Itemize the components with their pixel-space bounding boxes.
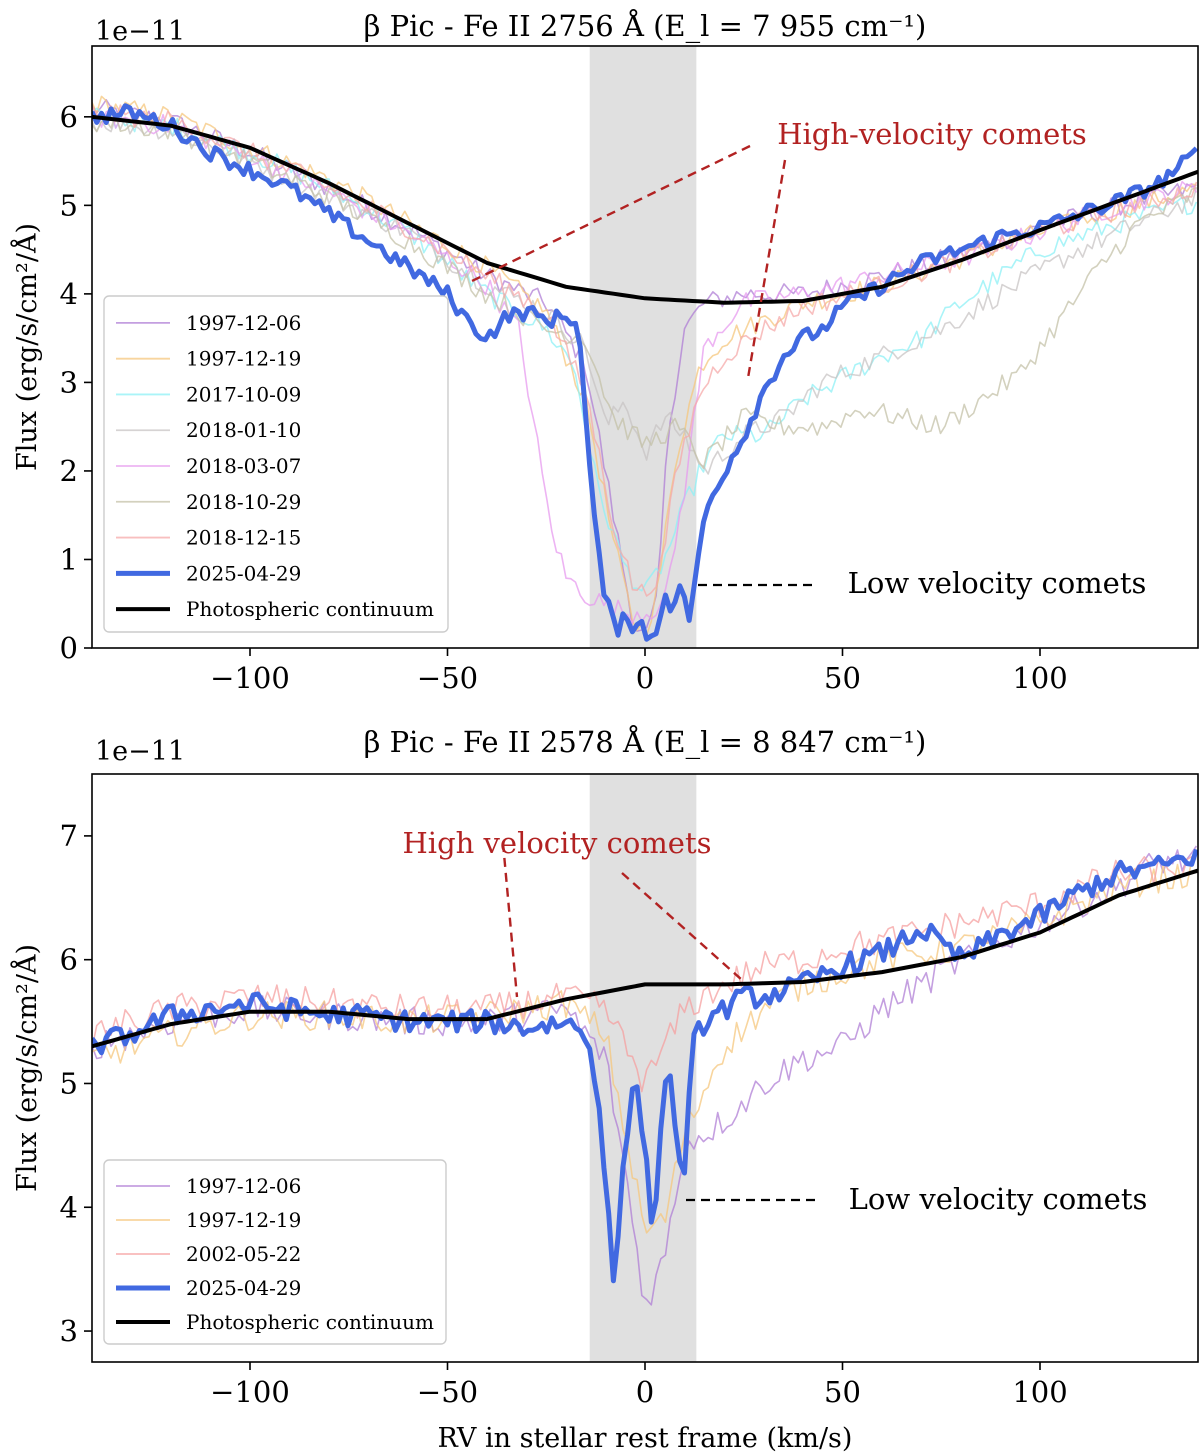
- legend-box: [103, 1159, 447, 1345]
- axis-offset-label: 1e−11: [95, 16, 185, 47]
- y-tick-label: 5: [60, 188, 78, 222]
- rest-velocity-band: [589, 774, 697, 1362]
- legend-entry: 2002-05-22: [186, 1242, 301, 1266]
- y-tick-label: 4: [60, 1190, 78, 1224]
- y-tick-label: 7: [60, 819, 78, 853]
- legend-entry: Photospheric continuum: [186, 1310, 434, 1334]
- y-tick-label: 6: [60, 100, 78, 134]
- high-velocity-pointer: [501, 842, 519, 998]
- y-tick-label: 1: [60, 542, 78, 576]
- y-tick-label: 0: [60, 631, 78, 665]
- low-velocity-annotation: Low velocity comets: [848, 566, 1147, 600]
- high-velocity-pointer: [471, 144, 751, 283]
- legend-entry: 2018-03-07: [186, 454, 301, 478]
- x-tick-label: 100: [1012, 661, 1067, 695]
- legend-entry: 2017-10-09: [186, 382, 301, 406]
- series-line-2002-05-22: [92, 853, 1197, 1093]
- legend-box: [103, 295, 449, 633]
- series-line-1997-12-19: [92, 857, 1197, 1234]
- x-tick-label: −50: [417, 661, 478, 695]
- x-tick-label: −100: [210, 1375, 290, 1409]
- chart-panel-2: −100 −50 0 50 100 3 4 5 6 7 β Pic - Fe II 2578 Å (…: [10, 724, 1199, 1454]
- legend-entry: 1997-12-19: [186, 347, 301, 371]
- y-tick-label: 3: [60, 1314, 78, 1348]
- y-tick-label: 4: [60, 277, 78, 311]
- legend-entry: 1997-12-06: [186, 311, 301, 335]
- y-tick-label: 6: [60, 943, 78, 977]
- x-tick-label: 0: [636, 1375, 654, 1409]
- legend-entry: Photospheric continuum: [186, 597, 434, 621]
- rest-velocity-band: [589, 46, 697, 648]
- plot-area: [92, 95, 1198, 642]
- chart-title: β Pic - Fe II 2578 Å (E_l = 8 847 cm⁻¹): [364, 724, 927, 760]
- legend-entry: 2018-12-15: [186, 526, 301, 550]
- x-tick-label: 50: [824, 1375, 861, 1409]
- series-line-2025-04-29: [92, 103, 1198, 642]
- chart-title: β Pic - Fe II 2756 Å (E_l = 7 955 cm⁻¹): [364, 8, 927, 44]
- axis-offset-label: 1e−11: [95, 736, 185, 767]
- chart-panel-1: −100 −50 0 50 100 0 1 2 3 4 5 6 β Pic - Fe II 2756 Å…: [10, 8, 1199, 695]
- legend-entry: 2018-01-10: [186, 418, 301, 442]
- x-tick-label: 50: [824, 661, 861, 695]
- y-tick-label: 3: [60, 365, 78, 399]
- x-tick-label: 0: [636, 661, 654, 695]
- y-tick-label: 5: [60, 1066, 78, 1100]
- legend: 1997-12-06 1997-12-19 2017-10-09 2018-01-10…: [103, 295, 449, 633]
- legend-entry: 1997-12-06: [186, 1174, 301, 1198]
- continuum-line: [92, 114, 1198, 305]
- x-tick-label: −50: [417, 1375, 478, 1409]
- high-velocity-pointer: [621, 872, 743, 981]
- x-axis-label: RV in stellar rest frame (km/s): [438, 1423, 853, 1454]
- low-velocity-annotation: Low velocity comets: [849, 1182, 1148, 1216]
- y-axis-label: Flux (erg/s/cm²/Å): [10, 944, 43, 1192]
- y-tick-label: 2: [60, 454, 78, 488]
- high-velocity-annotation: High-velocity comets: [777, 117, 1087, 151]
- y-axis-label: Flux (erg/s/cm²/Å): [10, 223, 43, 471]
- high-velocity-pointer: [746, 159, 787, 379]
- plot-area: [92, 845, 1198, 1306]
- continuum-line: [92, 868, 1198, 1049]
- legend: 1997-12-06 1997-12-19 2002-05-22 2025-04-29…: [103, 1159, 447, 1345]
- series-line-2017-10-09: [92, 107, 1198, 592]
- series-line-2018-03-07: [92, 106, 1198, 624]
- legend-entry: 2025-04-29: [186, 561, 301, 585]
- legend-entry: 1997-12-19: [186, 1208, 301, 1232]
- legend-entry: 2018-10-29: [186, 490, 301, 514]
- legend-entry: 2025-04-29: [186, 1276, 301, 1300]
- x-tick-label: 100: [1012, 1375, 1067, 1409]
- high-velocity-annotation: High velocity comets: [403, 826, 712, 860]
- series-line-2018-10-29: [92, 114, 1197, 470]
- x-tick-label: −100: [210, 661, 290, 695]
